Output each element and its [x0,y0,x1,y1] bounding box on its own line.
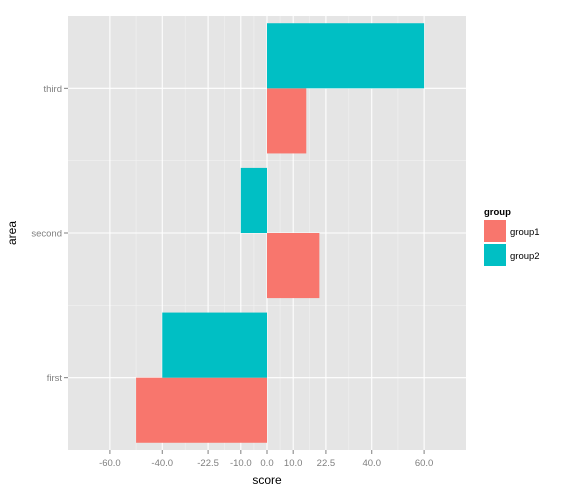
x-axis-ticks: -60.0 -40.0 -22.5 -10.0 0.0 10.0 22.5 40.0 60.0 [99,450,433,469]
bars [136,23,425,443]
legend-label-group1: group1 [510,227,540,238]
bar-group1-second [267,233,320,299]
x-tick-label: -60.0 [99,458,121,469]
x-tick-label: 10.0 [284,458,303,469]
legend-swatch-group1 [484,220,506,242]
legend-swatch-group2 [484,244,506,266]
x-tick-label: 22.5 [317,458,336,469]
bar-group2-first [162,312,267,378]
bar-group2-second [240,167,267,233]
y-axis-title: area [5,221,19,245]
y-tick-label: second [31,229,62,240]
y-tick-label: first [47,373,63,384]
x-tick-label: 0.0 [260,458,273,469]
x-tick-label: 40.0 [362,458,381,469]
y-axis-ticks: first second third [31,84,68,384]
legend-title: group [484,207,511,218]
bar-group2-third [267,23,425,89]
bar-group1-first [136,377,267,443]
bar-group1-third [267,88,307,154]
x-tick-label: -40.0 [151,458,173,469]
x-axis-title: score [252,473,282,487]
y-tick-label: third [44,84,62,95]
x-tick-label: -10.0 [230,458,252,469]
x-tick-label: -22.5 [197,458,219,469]
legend-label-group2: group2 [510,251,540,262]
x-tick-label: 60.0 [415,458,434,469]
legend: group group1 group2 [484,207,540,266]
